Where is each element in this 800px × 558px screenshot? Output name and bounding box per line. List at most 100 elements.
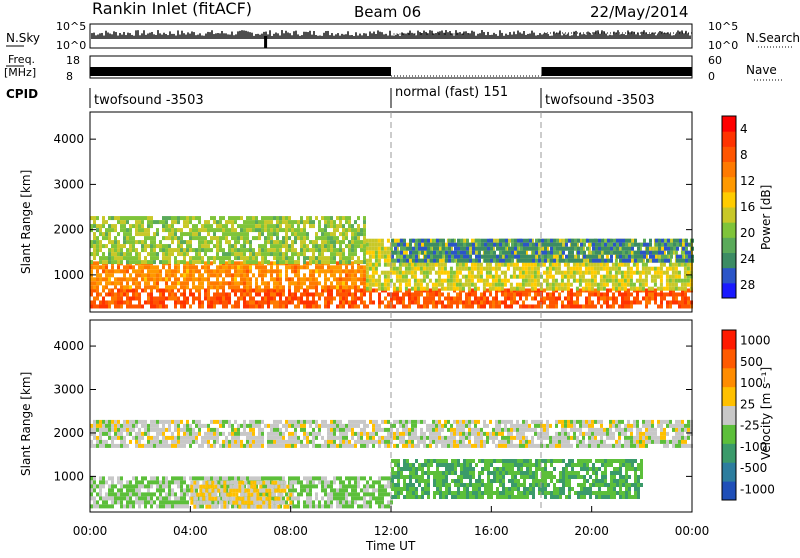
heatmap-cell xyxy=(318,269,321,273)
heatmap-cell xyxy=(369,251,372,255)
heatmap-cell xyxy=(486,263,489,267)
heatmap-cell xyxy=(643,251,646,255)
heatmap-cell xyxy=(543,288,546,292)
heatmap-cell xyxy=(216,285,219,289)
heatmap-cell xyxy=(456,428,459,432)
heatmap-cell xyxy=(417,296,420,300)
heatmap-cell xyxy=(426,287,429,291)
heatmap-cell xyxy=(579,440,582,444)
heatmap-cell xyxy=(261,277,264,281)
heatmap-cell xyxy=(528,263,531,267)
heatmap-cell xyxy=(498,287,501,291)
heatmap-cell xyxy=(678,275,681,279)
heatmap-cell xyxy=(627,279,630,283)
heatmap-cell xyxy=(279,244,282,248)
nsearch-label: N.Search xyxy=(746,31,800,45)
heatmap-cell xyxy=(144,277,147,281)
heatmap-cell xyxy=(186,420,189,424)
heatmap-cell xyxy=(225,232,228,236)
heatmap-cell xyxy=(570,275,573,279)
heatmap-cell xyxy=(246,216,249,220)
heatmap-cell xyxy=(444,420,447,424)
heatmap-cell xyxy=(567,440,570,444)
heatmap-cell xyxy=(162,265,165,269)
heatmap-cell xyxy=(282,240,285,244)
heatmap-cell xyxy=(156,285,159,289)
heatmap-cell xyxy=(363,304,366,308)
heatmap-cell xyxy=(507,263,510,267)
heatmap-cell xyxy=(96,261,99,265)
heatmap-cell xyxy=(559,259,562,263)
heatmap-cell xyxy=(477,420,480,424)
heatmap-cell xyxy=(427,255,430,259)
heatmap-cell xyxy=(171,273,174,277)
heatmap-cell xyxy=(276,228,279,232)
heatmap-cell xyxy=(399,420,402,424)
heatmap-cell xyxy=(141,228,144,232)
heatmap-cell xyxy=(421,259,424,263)
heatmap-cell xyxy=(588,279,591,283)
heatmap-cell xyxy=(246,256,249,260)
heatmap-cell xyxy=(574,239,577,243)
heatmap-cell xyxy=(387,304,390,308)
heatmap-cell xyxy=(207,232,210,236)
heatmap-cell xyxy=(576,440,579,444)
heatmap-cell xyxy=(207,277,210,281)
heatmap-cell xyxy=(174,440,177,444)
heatmap-cell xyxy=(186,428,189,432)
heatmap-cell xyxy=(558,436,561,440)
heatmap-cell xyxy=(126,285,129,289)
heatmap-cell xyxy=(453,444,456,448)
heatmap-cell xyxy=(654,275,657,279)
heatmap-cell xyxy=(279,444,282,448)
heatmap-cell xyxy=(477,436,480,440)
heatmap-cell xyxy=(198,220,201,224)
heatmap-cell xyxy=(678,292,681,296)
heatmap-cell xyxy=(183,260,186,264)
heatmap-cell xyxy=(195,440,198,444)
heatmap-cell xyxy=(531,275,534,279)
heatmap-cell xyxy=(640,255,643,259)
heatmap-cell xyxy=(252,236,255,240)
heatmap-cell xyxy=(231,436,234,440)
heatmap-cell xyxy=(288,265,291,269)
heatmap-cell xyxy=(673,243,676,247)
heatmap-cell xyxy=(282,260,285,264)
heatmap-cell xyxy=(141,260,144,264)
heatmap-cell xyxy=(339,277,342,281)
heatmap-cell xyxy=(99,248,102,252)
heatmap-cell xyxy=(216,248,219,252)
heatmap-cell xyxy=(282,220,285,224)
heatmap-cell xyxy=(162,248,165,252)
heatmap-cell xyxy=(423,444,426,448)
heatmap-cell xyxy=(99,265,102,269)
heatmap-cell xyxy=(655,259,658,263)
heatmap-cell xyxy=(492,279,495,283)
heatmap-cell xyxy=(252,216,255,220)
heatmap-cell xyxy=(285,304,288,308)
heatmap-cell xyxy=(177,428,180,432)
heatmap-cell xyxy=(321,228,324,232)
heatmap-cell xyxy=(609,436,612,440)
heatmap-cell xyxy=(156,256,159,260)
heatmap-cell xyxy=(594,283,597,287)
heatmap-cell xyxy=(285,256,288,260)
heatmap-cell xyxy=(198,420,201,424)
heatmap-cell xyxy=(192,248,195,252)
heatmap-cell xyxy=(96,420,99,424)
heatmap-cell xyxy=(456,283,459,287)
heatmap-cell xyxy=(529,259,532,263)
heatmap-cell xyxy=(460,259,463,263)
heatmap-cell xyxy=(135,436,138,440)
heatmap-cell xyxy=(108,236,111,240)
heatmap-cell xyxy=(102,265,105,269)
heatmap-cell xyxy=(489,304,492,308)
heatmap-cell xyxy=(549,287,552,291)
heatmap-cell xyxy=(249,300,252,304)
heatmap-cell xyxy=(162,236,165,240)
heatmap-cell xyxy=(414,287,417,291)
heatmap-cell xyxy=(135,224,138,228)
heatmap-cell xyxy=(402,275,405,279)
heatmap-cell xyxy=(198,228,201,232)
heatmap-cell xyxy=(198,300,201,304)
